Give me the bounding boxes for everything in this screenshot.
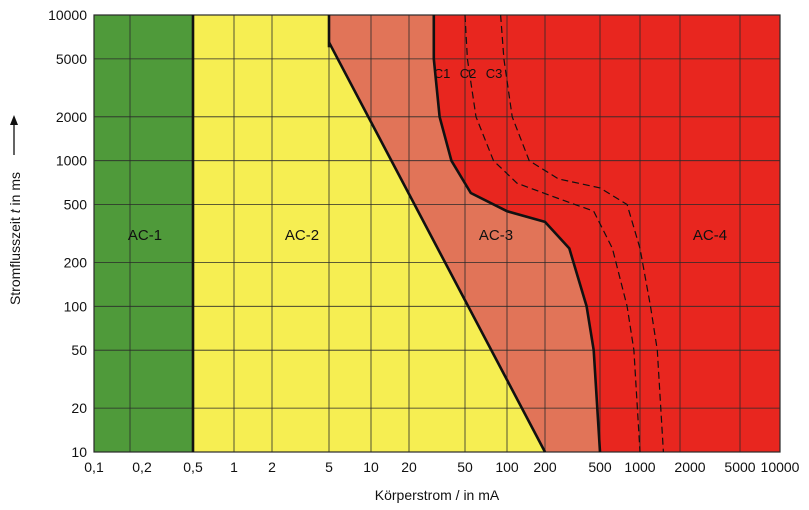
x-tick-label-13: 2000 [674, 459, 705, 475]
curve-c2 [464, 14, 641, 453]
y-tick-label-7: 2000 [56, 109, 87, 125]
y-axis-title-part3: in ms [7, 172, 23, 209]
x-tick-label-3: 1 [230, 459, 238, 475]
y-axis-title-var: t [7, 208, 23, 213]
curve-c1 [432, 15, 602, 453]
y-tick-label-1: 20 [71, 400, 87, 416]
zone-label-ac1: AC-1 [128, 227, 162, 244]
x-tick-label-12: 1000 [624, 459, 655, 475]
x-tick-label-1: 0,2 [132, 459, 152, 475]
labels-layer: AC-1 AC-2 AC-3 AC-4 C1 C2 C3 [128, 66, 727, 244]
x-tick-label-6: 10 [363, 459, 379, 475]
y-tick-label-6: 1000 [56, 153, 87, 169]
curve-label-c1: C1 [434, 66, 451, 81]
zone-label-ac4: AC-4 [693, 227, 727, 244]
x-tick-label-8: 50 [457, 459, 473, 475]
x-tick-label-10: 200 [533, 459, 557, 475]
plot-frame [93, 14, 781, 453]
y-axis-title-part1: Stromflusszeit [7, 213, 23, 305]
x-tick-label-9: 100 [495, 459, 519, 475]
zone-ac3 [329, 15, 600, 452]
curve-label-c2: C2 [460, 66, 477, 81]
x-axis-title: Körperstrom / in mA [375, 487, 500, 503]
y-tick-label-8: 5000 [56, 51, 87, 67]
y-axis-arrowhead [10, 115, 18, 125]
x-tick-label-14: 5000 [724, 459, 755, 475]
x-tick-label-15: 10000 [761, 459, 800, 475]
y-tick-label-0: 10 [71, 444, 87, 460]
y-tick-label-4: 200 [64, 254, 88, 270]
curve-label-c3: C3 [486, 66, 503, 81]
zone-label-ac2: AC-2 [285, 227, 319, 244]
y-tick-label-2: 50 [71, 342, 87, 358]
zone-ac1 [94, 15, 193, 452]
x-tick-label-0: 0,1 [84, 459, 104, 475]
x-tick-label-7: 20 [401, 459, 417, 475]
y-tick-label-3: 100 [64, 298, 88, 314]
x-tick-label-5: 5 [325, 459, 333, 475]
curve-c3 [500, 14, 664, 453]
curve-layer [191, 14, 664, 453]
y-tick-labels: 10 20 50 100 200 500 1000 2000 5000 10000 [48, 7, 87, 460]
x-tick-label-11: 500 [588, 459, 612, 475]
x-tick-label-2: 0,5 [183, 459, 203, 475]
y-tick-label-9: 10000 [48, 7, 87, 23]
y-axis-title: Stromflusszeit t in ms [7, 172, 23, 305]
curve-b-slope [327, 41, 547, 453]
zone-ac2 [193, 15, 545, 452]
zone-label-ac3: AC-3 [479, 227, 513, 244]
x-tick-label-4: 2 [268, 459, 276, 475]
y-tick-label-5: 500 [64, 197, 88, 213]
x-tick-labels: 0,1 0,2 0,5 1 2 5 10 20 50 100 200 500 1000 2000 5000 1… [84, 459, 799, 475]
